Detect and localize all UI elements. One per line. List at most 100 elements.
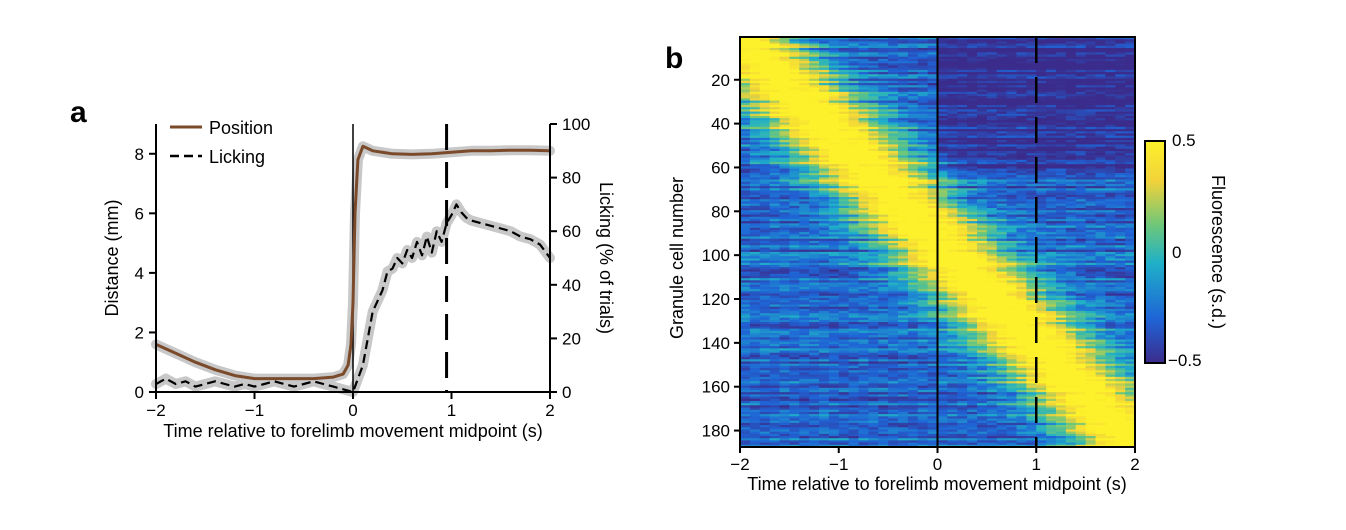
heatmap-cell [1115, 286, 1126, 290]
heatmap-cell [848, 144, 859, 148]
heatmap-cell [828, 262, 840, 266]
heatmap-cell [858, 181, 869, 185]
heatmap-cell [1046, 151, 1057, 154]
heatmap-cell [1115, 124, 1126, 128]
heatmap-cell [828, 47, 840, 51]
heatmap-cell [779, 181, 790, 185]
heatmap-cell [799, 192, 810, 196]
heatmap-cell [1026, 295, 1037, 299]
heatmap-cell [858, 94, 869, 97]
heatmap-cell [927, 41, 938, 44]
heatmap-cell [858, 142, 869, 145]
heatmap-cell [779, 282, 790, 286]
heatmap-cell [937, 74, 948, 77]
heatmap-cell [937, 47, 948, 51]
heatmap-cell [1075, 107, 1087, 110]
heatmap-cell [996, 186, 1008, 189]
heatmap-cell [1006, 85, 1017, 88]
heatmap-cell [1006, 205, 1017, 209]
heatmap-cell [858, 188, 869, 191]
heatmap-cell [759, 262, 771, 266]
heatmap-cell [977, 69, 988, 73]
heatmap-cell [977, 271, 988, 275]
heatmap-cell [858, 91, 869, 95]
heatmap-cell [868, 54, 879, 58]
heatmap-cell [858, 89, 869, 93]
heatmap-cell [1065, 115, 1077, 119]
heatmap-cell [957, 238, 968, 242]
heatmap-cell [868, 218, 879, 222]
heatmap-cell [937, 56, 948, 60]
heatmap-cell [769, 131, 780, 134]
heatmap-cell [828, 177, 840, 180]
heatmap-cell [868, 273, 879, 277]
heatmap-cell [759, 96, 771, 99]
heatmap-cell [947, 267, 958, 270]
heatmap-cell [977, 238, 988, 242]
heatmap-cell [809, 238, 820, 242]
heatmap-cell [977, 280, 988, 283]
heatmap-cell [809, 94, 820, 97]
heatmap-cell [1065, 146, 1077, 150]
heatmap-cell [986, 275, 998, 279]
heatmap-cell [1095, 37, 1106, 40]
heatmap-cell [868, 300, 879, 303]
heatmap-cell [838, 243, 850, 246]
heatmap-cell [799, 52, 810, 55]
heatmap-cell [986, 203, 998, 207]
heatmap-cell [947, 284, 958, 288]
heatmap-cell [828, 52, 840, 55]
heatmap-cell [1085, 118, 1096, 121]
heatmap-cell [858, 221, 869, 224]
heatmap-cell [858, 304, 869, 308]
heatmap-cell [1085, 262, 1096, 266]
heatmap-cell [868, 194, 879, 198]
heatmap-cell [1125, 293, 1136, 297]
heatmap-cell [878, 282, 889, 286]
heatmap-cell [779, 155, 790, 158]
heatmap-cell [1105, 227, 1116, 231]
heatmap-cell [986, 168, 998, 172]
heatmap-cell [1056, 61, 1067, 64]
heatmap-cell [947, 83, 958, 86]
heatmap-cell [1075, 225, 1087, 229]
heatmap-cell [1026, 39, 1037, 42]
heatmap-cell [1036, 168, 1047, 172]
heatmap-cell [759, 98, 771, 101]
heatmap-cell [986, 52, 998, 55]
heatmap-cell [1075, 297, 1087, 301]
heatmap-cell [789, 183, 800, 187]
heatmap-cell [769, 135, 780, 139]
heatmap-cell [789, 39, 800, 42]
heatmap-cell [1056, 115, 1067, 119]
heatmap-cell [749, 146, 761, 150]
heatmap-cell [888, 212, 899, 215]
heatmap-cell [799, 129, 810, 132]
heatmap-cell [749, 83, 761, 86]
heatmap-cell [1026, 56, 1037, 60]
heatmap-cell [740, 58, 751, 62]
heatmap-cell [937, 278, 948, 281]
heatmap-cell [1065, 155, 1077, 158]
heatmap-cell [789, 43, 800, 47]
heatmap-cell [937, 39, 948, 42]
heatmap-cell [937, 251, 948, 255]
heatmap-cell [1026, 280, 1037, 283]
heatmap-cell [868, 142, 879, 145]
heatmap-cell [779, 243, 790, 246]
heatmap-cell [1095, 58, 1106, 62]
heatmap-cell [779, 118, 790, 121]
heatmap-cell [769, 164, 780, 167]
heatmap-cell [878, 210, 889, 213]
heatmap-cell [937, 98, 948, 101]
heatmap-cell [868, 306, 879, 310]
heatmap-cell [1085, 258, 1096, 262]
heatmap-cell [1026, 100, 1037, 104]
heatmap-cell [898, 225, 909, 229]
heatmap-cell [1056, 135, 1067, 139]
heatmap-cell [898, 282, 909, 286]
heatmap-cell [1065, 223, 1077, 226]
heatmap-cell [996, 76, 1008, 80]
heatmap-cell [1125, 238, 1136, 242]
heatmap-cell [927, 80, 938, 84]
